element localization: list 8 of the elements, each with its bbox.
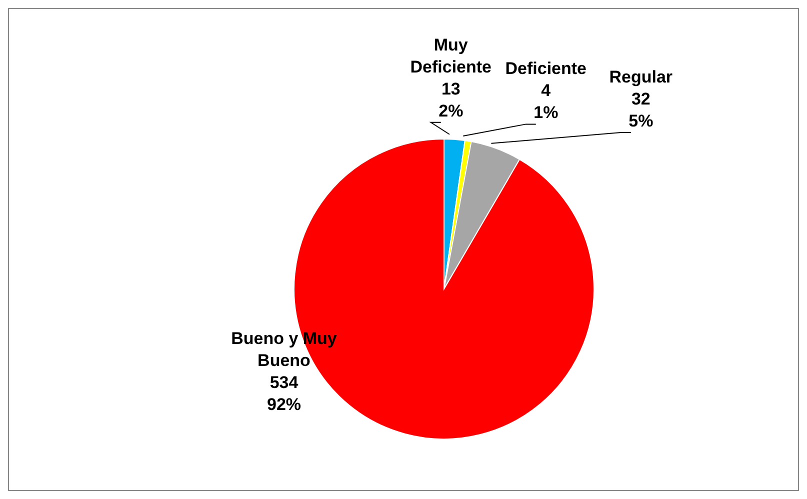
data-label: 4 1% [534, 81, 558, 122]
data-label: 534 92% [266, 373, 302, 414]
data-label: 13 2% [438, 79, 464, 120]
slice-label: Bueno y Muy Bueno [231, 329, 338, 370]
slice-label: Muy Deficiente [410, 35, 492, 76]
slice-label: Deficiente [505, 59, 587, 78]
slice-label: Regular [609, 68, 673, 87]
data-label: 32 5% [628, 90, 654, 131]
